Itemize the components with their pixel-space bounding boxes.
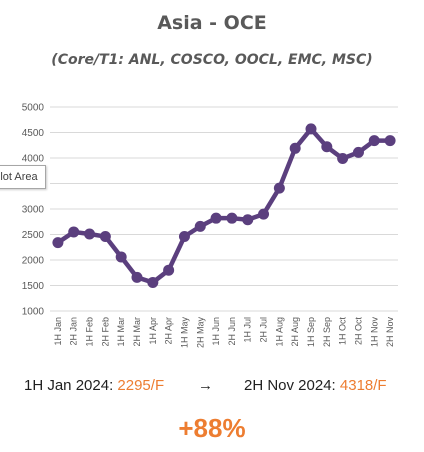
data-point [321, 141, 333, 153]
y-tick-label: 4500 [22, 128, 45, 139]
data-point [289, 142, 301, 154]
x-tick-label: 1H Apr [148, 317, 158, 345]
x-tick-label: 2H Sep [322, 317, 332, 347]
data-point [242, 214, 254, 226]
x-tick-label: 1H Jun [211, 317, 221, 346]
x-tick-label: 2H May [195, 317, 205, 349]
x-tick-label: 1H Aug [274, 317, 284, 347]
y-tick-label: 3000 [22, 205, 45, 216]
x-tick-label: 1H Sep [306, 317, 316, 347]
data-point [84, 228, 96, 240]
x-tick-label: 1H Nov [369, 317, 379, 348]
data-point [384, 135, 396, 147]
x-tick-label: 2H Feb [100, 317, 110, 347]
y-tick-label: 1000 [22, 307, 45, 318]
y-tick-label: 4000 [22, 154, 45, 165]
x-tick-label: 2H Mar [132, 317, 142, 347]
data-point [115, 251, 127, 263]
y-tick-label: 2000 [22, 256, 45, 267]
x-tick-label: 1H Mar [116, 317, 126, 347]
x-tick-label: 2H Oct [353, 317, 363, 346]
data-point [258, 208, 270, 220]
y-tick-label: 5000 [22, 103, 45, 114]
data-point [194, 220, 206, 232]
data-point [305, 123, 317, 135]
chart-title: Asia - OCE [157, 12, 267, 34]
x-tick-label: 2H Apr [164, 317, 174, 345]
data-point [68, 226, 80, 238]
start-label: 1H Jan 2024: [24, 377, 118, 394]
data-point [99, 231, 111, 243]
x-tick-label: 1H Feb [85, 317, 95, 347]
data-point [368, 135, 380, 147]
x-tick-label: 2H Aug [290, 317, 300, 347]
data-point [226, 212, 238, 224]
data-point [352, 146, 364, 158]
end-label: 2H Nov 2024: [244, 377, 340, 394]
x-tick-label: 1H Jan [53, 317, 63, 346]
percent-change: +88% [178, 413, 246, 443]
chart-subtitle: (Core/T1: ANL, COSCO, OOCL, EMC, MSC) [51, 52, 373, 68]
tooltip-text: Plot Area [0, 171, 38, 183]
start-value: 2295/F [117, 377, 165, 394]
x-tick-label: 1H May [179, 317, 189, 349]
end-value: 4318/F [339, 377, 387, 394]
data-point [131, 271, 143, 283]
x-tick-label: 2H Nov [385, 317, 395, 348]
y-tick-label: 1500 [22, 281, 45, 292]
line-chart[interactable]: 1000150020002500300035004000450050001H J… [0, 95, 424, 365]
data-point [178, 231, 190, 243]
data-point [210, 212, 222, 224]
data-point [273, 182, 285, 194]
y-tick-label: 2500 [22, 230, 45, 241]
start-summary: 1H Jan 2024: 2295/F [24, 377, 164, 394]
x-tick-label: 1H Jul [243, 317, 253, 343]
arrow-icon: → [198, 377, 213, 394]
data-point [337, 153, 349, 165]
data-point [147, 276, 159, 288]
plot-area-tooltip: Plot Area [0, 165, 46, 189]
end-summary: 2H Nov 2024: 4318/F [244, 377, 387, 394]
x-tick-label: 2H Jul [259, 317, 269, 343]
x-tick-label: 2H Jan [69, 317, 79, 346]
series-line [55, 126, 393, 285]
data-point [163, 264, 175, 276]
x-tick-label: 2H Jun [227, 317, 237, 346]
x-tick-label: 1H Oct [338, 317, 348, 346]
data-point [52, 237, 64, 249]
